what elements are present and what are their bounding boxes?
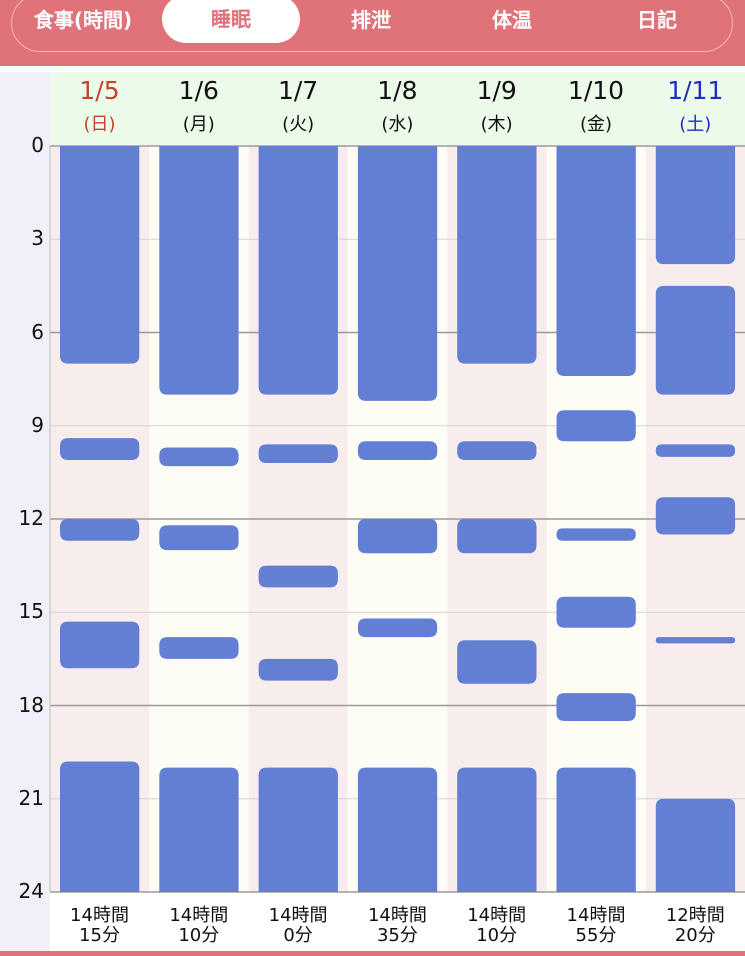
y-tick-label: 21 [18, 785, 44, 810]
total-minutes-label: 0分 [283, 925, 313, 946]
total-minutes-label: 15分 [79, 925, 120, 946]
sleep-bar [556, 693, 636, 722]
sleep-bar [655, 146, 736, 265]
weekday-label: (金) [579, 114, 613, 135]
sleep-bar [159, 525, 239, 551]
date-label: 1/10 [567, 76, 625, 105]
sleep-bar [159, 637, 239, 659]
total-hours-label: 14時間 [268, 905, 328, 926]
weekday-label: (月) [182, 114, 215, 135]
total-hours-label: 14時間 [367, 905, 427, 926]
y-tick-label: 24 [18, 879, 44, 903]
sleep-bar [258, 767, 338, 892]
weekday-label: (日) [83, 114, 116, 135]
tab-bar: 食事(時間) 睡眠 排泄 体温 日記 [0, 0, 745, 66]
bottom-accent-line [0, 951, 745, 956]
sleep-bar [556, 146, 636, 377]
sleep-bar [357, 767, 438, 892]
sleep-bar [655, 637, 736, 644]
sleep-bar [60, 761, 140, 892]
sleep-bar [556, 596, 636, 628]
total-minutes-label: 10分 [178, 925, 220, 946]
total-hours-label: 14時間 [467, 905, 527, 926]
total-minutes-label: 20分 [674, 925, 716, 946]
y-tick-label: 9 [31, 412, 44, 437]
total-hours-label: 14時間 [169, 905, 229, 926]
total-minutes-label: 10分 [476, 925, 518, 946]
sleep-bar [357, 441, 438, 460]
total-hours-label: 14時間 [70, 905, 129, 926]
total-minutes-label: 55分 [575, 925, 617, 946]
tab-group: 食事(時間) 睡眠 排泄 体温 日記 [11, 0, 733, 52]
divider [0, 66, 745, 72]
y-tick-label: 6 [31, 319, 44, 344]
y-tick-label: 0 [31, 133, 44, 157]
tab-sleep[interactable]: 睡眠 [162, 0, 300, 43]
date-label: 1/5 [79, 76, 120, 105]
sleep-bar [655, 798, 736, 892]
sleep-bar [258, 146, 338, 395]
sleep-bar [655, 444, 736, 457]
total-hours-label: 12時間 [665, 905, 725, 926]
weekday-label: (水) [381, 114, 414, 135]
total-hours-label: 14時間 [566, 905, 626, 926]
sleep-bar [655, 497, 736, 535]
tab-meal[interactable]: 食事(時間) [33, 8, 133, 32]
date-label: 1/11 [667, 76, 724, 105]
sleep-bar [159, 146, 239, 395]
sleep-bar [556, 767, 636, 892]
sleep-bar [655, 285, 736, 395]
weekday-label: (土) [679, 114, 712, 135]
sleep-bar [357, 618, 438, 638]
y-tick-label: 18 [18, 692, 44, 717]
sleep-bar [60, 146, 140, 364]
weekday-label: (木) [480, 114, 513, 135]
y-tick-label: 15 [18, 599, 44, 624]
sleep-bar [258, 658, 338, 681]
y-axis-pane [0, 72, 50, 956]
sleep-bar [556, 528, 636, 541]
date-label: 1/8 [377, 76, 418, 105]
sleep-bar [60, 438, 140, 460]
tab-excretion[interactable]: 排泄 [351, 8, 391, 32]
sleep-bar [60, 621, 140, 669]
date-header [50, 72, 745, 145]
total-minutes-label: 35分 [376, 925, 418, 946]
sleep-bar [457, 767, 537, 892]
sleep-bar [357, 519, 438, 554]
sleep-bar [357, 146, 438, 401]
sleep-bar [258, 565, 338, 588]
tab-temperature[interactable]: 体温 [492, 8, 532, 32]
sleep-bar [457, 640, 537, 684]
sleep-bar [60, 519, 140, 541]
date-label: 1/6 [178, 76, 219, 105]
sleep-bar [258, 444, 338, 464]
sleep-bar [159, 447, 239, 467]
sleep-bar [457, 519, 537, 554]
date-label: 1/9 [476, 76, 517, 105]
sleep-bar [457, 146, 537, 364]
date-label: 1/7 [277, 76, 319, 105]
weekday-label: (火) [282, 114, 315, 135]
tab-diary[interactable]: 日記 [637, 8, 677, 32]
sleep-bar [556, 410, 636, 442]
y-tick-label: 3 [31, 226, 44, 251]
y-tick-label: 12 [18, 506, 44, 530]
sleep-bar [457, 441, 537, 460]
sleep-bar [159, 767, 239, 892]
